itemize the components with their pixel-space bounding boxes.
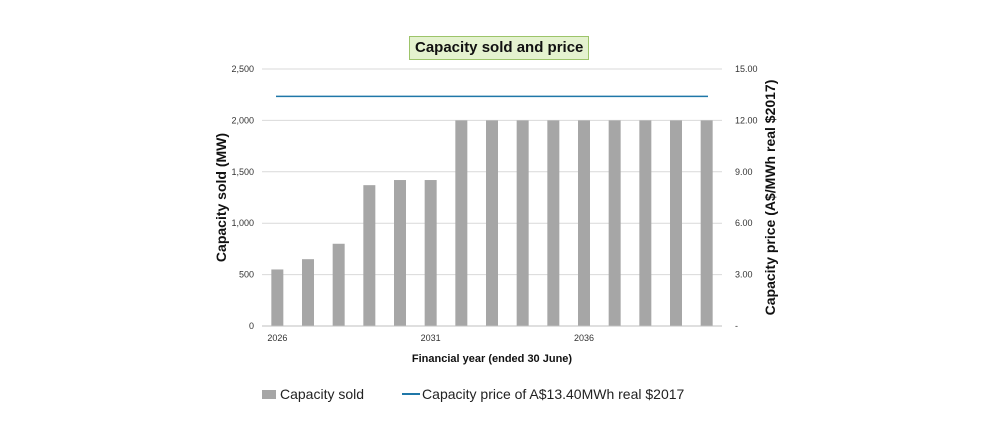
legend-bar-swatch — [262, 389, 276, 399]
legend-label-capacity-price: Capacity price of A$13.40MWh real $2017 — [422, 386, 685, 402]
legend-label-capacity-sold: Capacity sold — [280, 386, 365, 402]
chart-title: Capacity sold and price — [409, 36, 590, 60]
legend-line-swatch — [402, 393, 421, 395]
x-tick-label: 2036 — [574, 333, 594, 343]
y-axis-title: Capacity sold (MW) — [213, 133, 229, 262]
y2-axis-title: Capacity price (A$/MWh real $2017) — [762, 80, 778, 316]
bar — [700, 120, 713, 327]
y2-tick-label: 15.00 — [735, 64, 758, 74]
legend-item-capacity-sold: Capacity sold — [262, 386, 364, 402]
bar — [547, 120, 560, 327]
x-tick-label: 2031 — [421, 333, 441, 343]
y2-tick-label: - — [735, 321, 738, 331]
bar — [394, 180, 406, 326]
y2-tick-label: 3.00 — [735, 270, 753, 280]
y-tick-label: 1,500 — [231, 167, 254, 177]
bar — [424, 180, 437, 326]
y2-tick-label: 12.00 — [735, 115, 758, 125]
y2-tick-label: 6.00 — [735, 218, 753, 228]
y-tick-label: 1,000 — [231, 218, 254, 228]
bar — [578, 120, 590, 327]
bar — [332, 243, 345, 326]
y-tick-label: 2,500 — [231, 64, 254, 74]
bar — [670, 120, 682, 327]
y2-tick-label: 9.00 — [735, 167, 753, 177]
y-tick-label: 500 — [239, 270, 254, 280]
y-tick-label: 0 — [249, 321, 254, 331]
bar — [455, 120, 468, 327]
bar — [516, 120, 529, 327]
bar — [363, 185, 376, 326]
bar — [608, 120, 621, 327]
x-axis-title: Financial year (ended 30 June) — [412, 353, 573, 365]
legend-item-capacity-price: Capacity price of A$13.40MWh real $2017 — [402, 386, 684, 402]
bar — [639, 120, 652, 327]
bar — [486, 120, 498, 327]
legend: Capacity sold Capacity price of A$13.40M… — [262, 386, 722, 402]
bar — [302, 259, 314, 326]
x-tick-label: 2026 — [267, 333, 287, 343]
y-tick-label: 2,000 — [231, 115, 254, 125]
bar — [271, 269, 284, 326]
